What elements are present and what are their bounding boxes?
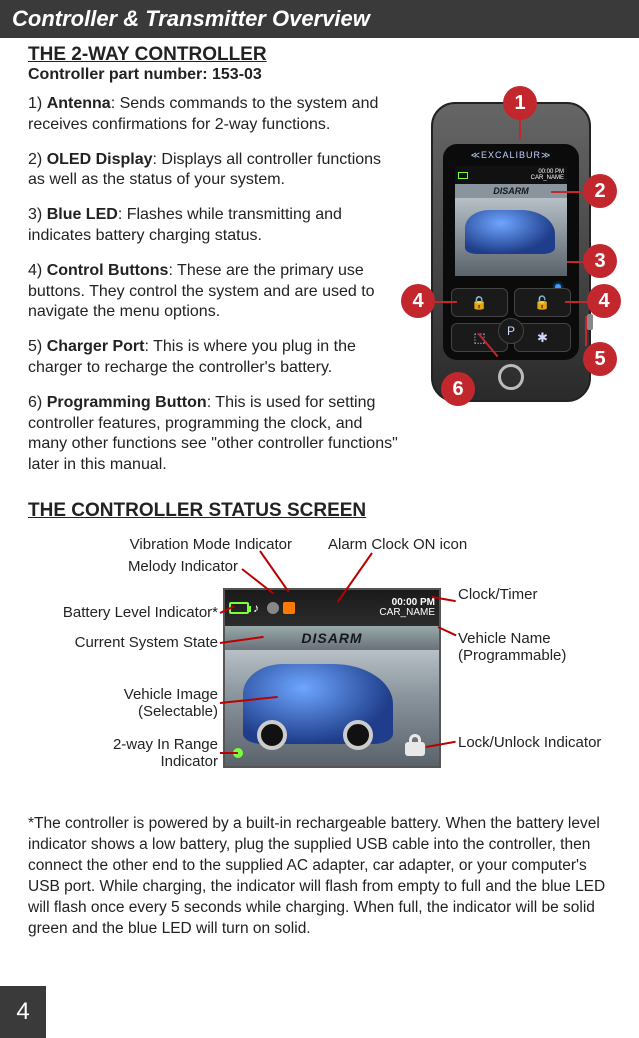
remote-statusbar: 00:00 PM CAR_NAME <box>455 166 567 184</box>
remote-body: ≪EXCALIBUR≫ 00:00 PM CAR_NAME DISARM 🔒 <box>431 102 591 402</box>
item-3: 3) Blue LED: Flashes while transmitting … <box>28 205 399 247</box>
badge-4b: 4 <box>587 284 621 318</box>
status-diagram: ♪ 00:00 PM CAR_NAME DISARM Vibration Mod… <box>28 536 611 796</box>
melody-icon: ♪ <box>253 601 263 615</box>
lead-5 <box>585 316 587 346</box>
wheel-icon <box>257 720 287 750</box>
badge-1: 1 <box>503 86 537 120</box>
badge-2: 2 <box>583 174 617 208</box>
badge-6: 6 <box>441 372 475 406</box>
item-bold: Programming Button <box>47 394 207 411</box>
item-6: 6) Programming Button: This is used for … <box>28 393 399 476</box>
lock-icon <box>405 734 425 756</box>
item-bold: Blue LED <box>47 206 118 223</box>
callout-state: Current System State <box>22 634 218 651</box>
status-topbar: ♪ 00:00 PM CAR_NAME <box>225 590 439 626</box>
item-bold: Control Buttons <box>47 262 169 279</box>
car-icon <box>243 664 393 744</box>
two-column: 1) Antenna: Sends commands to the system… <box>28 94 611 490</box>
programming-button[interactable]: P <box>498 318 524 344</box>
item-2: 2) OLED Display: Displays all controller… <box>28 150 399 192</box>
item-4: 4) Control Buttons: These are the primar… <box>28 261 399 323</box>
left-text: 1) Antenna: Sends commands to the system… <box>28 94 399 490</box>
footnote: *The controller is powered by a built-in… <box>28 814 611 940</box>
item-bold: Antenna <box>47 95 111 112</box>
badge-5: 5 <box>583 342 617 376</box>
callout-battery: Battery Level Indicator* <box>22 604 218 621</box>
lead-4b <box>565 301 589 303</box>
badge-4a: 4 <box>401 284 435 318</box>
callout-vehicle-name: Vehicle Name (Programmable) <box>458 630 566 664</box>
callout-line2: Indicator <box>22 753 218 770</box>
item-num: 1) <box>28 95 42 112</box>
mini-car-icon <box>465 210 555 254</box>
item-1: 1) Antenna: Sends commands to the system… <box>28 94 399 136</box>
controller-title: THE 2-WAY CONTROLLER <box>28 44 611 66</box>
status-screen: ♪ 00:00 PM CAR_NAME DISARM <box>223 588 441 768</box>
item-5: 5) Charger Port: This is where you plug … <box>28 337 399 379</box>
remote-clock-name: CAR_NAME <box>531 175 564 181</box>
item-num: 6) <box>28 394 42 411</box>
item-num: 2) <box>28 151 42 168</box>
remote-brand: ≪EXCALIBUR≫ <box>433 150 589 161</box>
item-num: 4) <box>28 262 42 279</box>
page: Controller & Transmitter Overview THE 2-… <box>0 0 639 1038</box>
wheel-icon <box>343 720 373 750</box>
part-number: Controller part number: 153-03 <box>28 66 611 84</box>
callout-clock: Clock/Timer <box>458 586 537 603</box>
callout-line1: 2-way In Range <box>22 736 218 753</box>
header-bar: Controller & Transmitter Overview <box>0 0 639 38</box>
callout-line1: Vehicle Image <box>22 686 218 703</box>
alarm-icon <box>283 602 295 614</box>
callout-alarm: Alarm Clock ON icon <box>328 536 467 553</box>
vibration-icon <box>267 602 279 614</box>
callout-range: 2-way In Range Indicator <box>22 736 218 770</box>
remote-screen: 00:00 PM CAR_NAME DISARM <box>455 166 567 276</box>
callout-line2: (Programmable) <box>458 647 566 664</box>
item-bold: OLED Display <box>47 151 153 168</box>
status-clock: 00:00 PM CAR_NAME <box>379 598 435 618</box>
status-car-area <box>225 650 439 766</box>
lock-button[interactable]: 🔒 <box>451 288 508 317</box>
callout-vehicle-image: Vehicle Image (Selectable) <box>22 686 218 720</box>
remote-car-area <box>455 198 567 276</box>
item-bold: Charger Port <box>47 338 145 355</box>
callout-melody: Melody Indicator <box>78 558 238 575</box>
status-clock-name: CAR_NAME <box>379 608 435 618</box>
remote-clock: 00:00 PM CAR_NAME <box>531 169 564 181</box>
lead-1 <box>519 118 521 140</box>
charger-port-icon <box>587 314 593 330</box>
callout-vibration: Vibration Mode Indicator <box>22 536 292 553</box>
item-num: 5) <box>28 338 42 355</box>
callout-lock: Lock/Unlock Indicator <box>458 734 601 751</box>
remote-figure: ≪EXCALIBUR≫ 00:00 PM CAR_NAME DISARM 🔒 <box>411 94 611 490</box>
keyring-icon <box>498 364 524 390</box>
lead-4a <box>433 301 457 303</box>
battery-icon <box>458 172 468 179</box>
badge-3: 3 <box>583 244 617 278</box>
status-title: THE CONTROLLER STATUS SCREEN <box>28 500 611 522</box>
item-num: 3) <box>28 206 42 223</box>
unlock-button[interactable]: 🔓 <box>514 288 571 317</box>
callout-line1: Vehicle Name <box>458 630 566 647</box>
lead-2 <box>551 191 585 193</box>
page-number: 4 <box>0 986 46 1038</box>
line-range <box>220 752 238 754</box>
callout-line2: (Selectable) <box>22 703 218 720</box>
